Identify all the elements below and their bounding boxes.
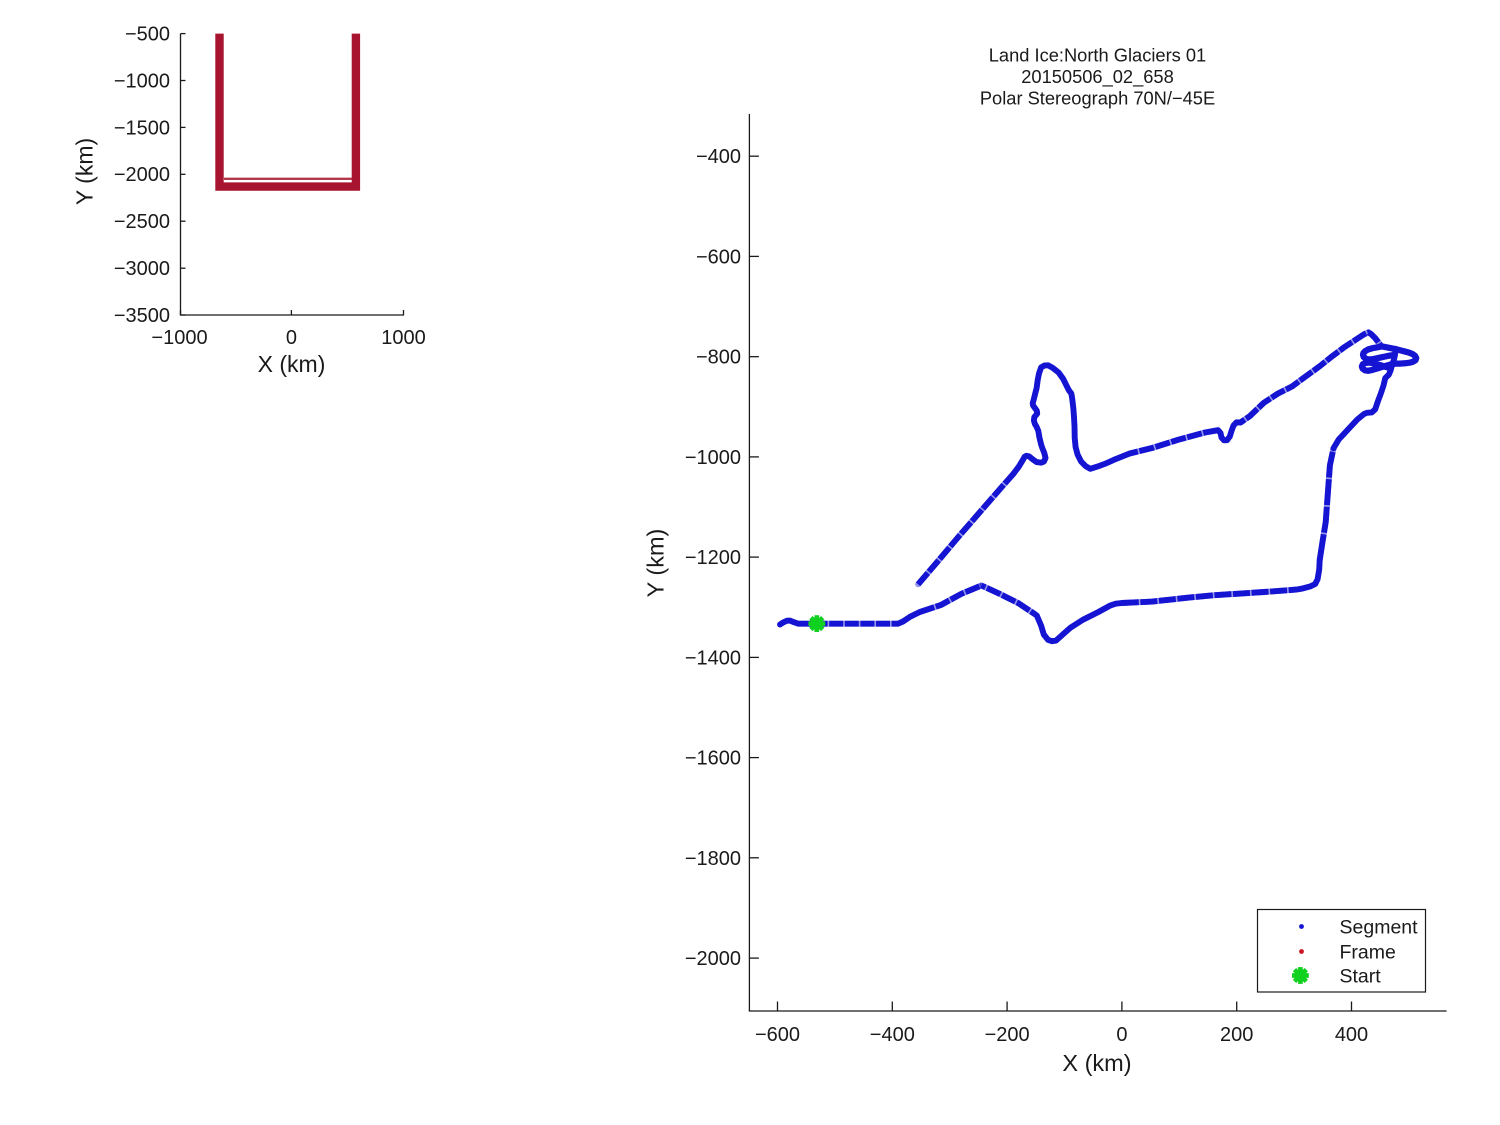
svg-text:Y (km): Y (km)	[643, 529, 669, 598]
svg-text:−600: −600	[755, 1024, 800, 1046]
svg-text:−1500: −1500	[114, 117, 170, 139]
svg-text:1000: 1000	[381, 327, 426, 349]
svg-text:−1000: −1000	[114, 70, 170, 92]
svg-text:400: 400	[1335, 1024, 1368, 1046]
svg-text:20150506_02_658: 20150506_02_658	[1021, 66, 1174, 88]
svg-text:Y (km): Y (km)	[72, 138, 98, 205]
svg-text:−400: −400	[696, 146, 741, 168]
svg-text:0: 0	[286, 327, 297, 349]
svg-text:−600: −600	[696, 246, 741, 268]
svg-text:−2000: −2000	[685, 948, 741, 970]
svg-text:−1200: −1200	[685, 547, 741, 569]
svg-text:Land Ice:North Glaciers 01: Land Ice:North Glaciers 01	[989, 45, 1206, 66]
svg-text:−200: −200	[985, 1024, 1030, 1046]
svg-text:−500: −500	[125, 24, 170, 46]
svg-text:−3000: −3000	[114, 258, 170, 280]
svg-text:Frame: Frame	[1340, 942, 1396, 964]
svg-text:−3500: −3500	[114, 305, 170, 327]
svg-text:−1800: −1800	[685, 848, 741, 870]
svg-text:Start: Start	[1340, 966, 1382, 988]
svg-text:X (km): X (km)	[258, 351, 326, 377]
svg-text:0: 0	[1116, 1024, 1127, 1046]
svg-text:200: 200	[1220, 1024, 1253, 1046]
svg-text:−1000: −1000	[151, 327, 207, 349]
svg-text:Segment: Segment	[1340, 917, 1419, 939]
svg-text:−1400: −1400	[685, 647, 741, 669]
svg-text:−1000: −1000	[685, 447, 741, 469]
svg-text:−1600: −1600	[685, 748, 741, 770]
svg-text:Polar Stereograph 70N/−45E: Polar Stereograph 70N/−45E	[980, 87, 1215, 108]
svg-text:X (km): X (km)	[1062, 1050, 1131, 1076]
svg-text:−2500: −2500	[114, 211, 170, 233]
svg-text:−800: −800	[696, 347, 741, 369]
svg-text:−400: −400	[870, 1024, 915, 1046]
svg-text:−2000: −2000	[114, 164, 170, 186]
